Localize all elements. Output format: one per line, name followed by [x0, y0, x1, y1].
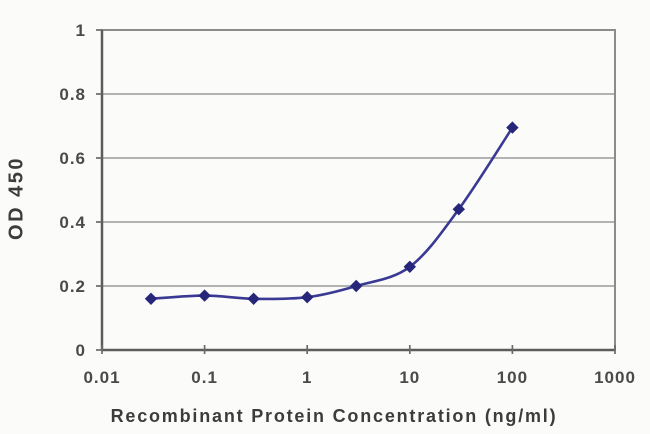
x-tick-label: 10	[399, 368, 420, 387]
y-tick-label: 0.8	[59, 85, 86, 104]
data-point-marker	[349, 279, 363, 293]
data-point-marker	[403, 260, 417, 274]
x-axis-title: Recombinant Protein Concentration (ng/ml…	[110, 406, 558, 426]
y-tick-label: 0.6	[59, 149, 86, 168]
x-tick-label: 0.01	[83, 368, 120, 387]
data-point-marker	[506, 121, 519, 134]
x-tick-label: 1	[302, 368, 312, 387]
y-tick-label: 0	[76, 341, 86, 360]
data-point-marker	[247, 292, 260, 306]
x-tick-label: 100	[497, 368, 528, 387]
x-tick-label: 0.1	[191, 368, 218, 387]
data-point-marker	[144, 292, 158, 306]
y-tick-label: 0.2	[59, 277, 86, 296]
data-point-marker	[300, 290, 314, 304]
data-point-marker	[452, 202, 466, 216]
data-point-marker	[198, 289, 211, 302]
y-axis-title: OD 450	[5, 156, 28, 240]
plot-border	[101, 29, 616, 351]
y-tick-label: 0.4	[59, 213, 86, 232]
x-tick-label: 1000	[594, 368, 636, 387]
y-tick-label: 1	[76, 21, 86, 40]
